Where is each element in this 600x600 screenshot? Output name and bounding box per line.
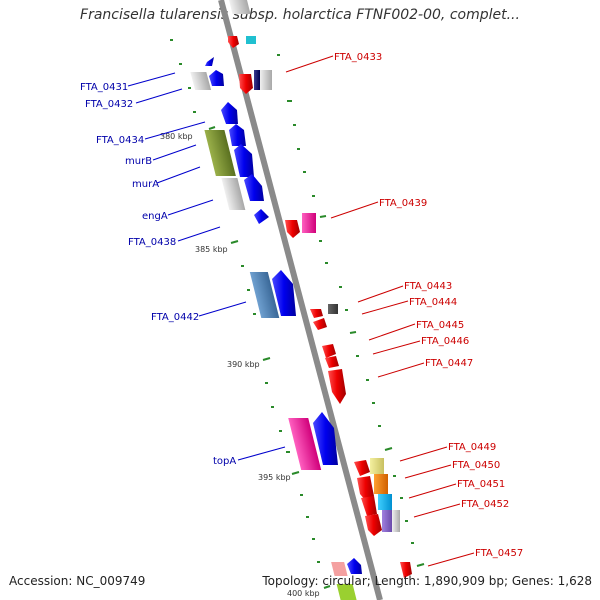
- gene-label[interactable]: FTA_0431: [80, 82, 128, 93]
- gene-feature[interactable]: [272, 270, 296, 316]
- kbp-label: 380 kbp: [160, 132, 193, 141]
- gene-feature[interactable]: [374, 474, 388, 494]
- gene-label[interactable]: FTA_0443: [404, 281, 452, 292]
- gene-feature[interactable]: [370, 458, 384, 474]
- gene-feature[interactable]: [322, 344, 336, 358]
- gene-label[interactable]: murA: [132, 179, 159, 190]
- gene-feature[interactable]: [190, 72, 212, 90]
- chromosome-backbone: [218, 0, 383, 600]
- gene-feature[interactable]: [325, 356, 339, 368]
- gene-feature[interactable]: [221, 178, 246, 210]
- gene-label[interactable]: FTA_0452: [461, 499, 509, 510]
- gene-feature[interactable]: [313, 412, 338, 465]
- gene-label[interactable]: FTA_0444: [409, 297, 457, 308]
- gene-label[interactable]: FTA_0433: [334, 52, 382, 63]
- tick-ring-right: [277, 54, 425, 567]
- gene-feature[interactable]: [229, 124, 246, 146]
- gene-feature[interactable]: [328, 369, 346, 404]
- gene-feature[interactable]: [378, 494, 392, 510]
- reverse-gene-leaders: [285, 55, 475, 567]
- gene-label[interactable]: FTA_0446: [421, 336, 469, 347]
- gene-feature[interactable]: [221, 102, 238, 124]
- gene-label[interactable]: FTA_0438: [128, 237, 176, 248]
- gene-feature[interactable]: [354, 460, 370, 476]
- map-title: Francisella tularensis subsp. holarctica…: [80, 7, 520, 23]
- reverse-strand-track: [228, 36, 412, 578]
- gene-label[interactable]: FTA_0447: [425, 358, 473, 369]
- gene-label[interactable]: murB: [125, 156, 152, 167]
- gene-label[interactable]: FTA_0451: [457, 479, 505, 490]
- gene-label[interactable]: FTA_0450: [452, 460, 500, 471]
- gene-feature[interactable]: [209, 70, 224, 86]
- kbp-label: 390 kbp: [227, 360, 260, 369]
- gene-label[interactable]: topA: [213, 456, 236, 467]
- accession-text: Accession: NC_009749: [9, 574, 146, 588]
- gene-label[interactable]: FTA_0439: [379, 198, 427, 209]
- kbp-label: 400 kbp: [287, 589, 320, 598]
- gene-feature[interactable]: [244, 174, 264, 201]
- gene-feature[interactable]: [357, 476, 374, 500]
- forward-gene-label-text: FTA_0431 FTA_0432 FTA_0434 murB murA eng…: [80, 82, 236, 467]
- gene-feature[interactable]: [285, 220, 300, 238]
- kbp-label: 385 kbp: [195, 245, 228, 254]
- gene-feature[interactable]: [249, 272, 280, 318]
- gene-label[interactable]: FTA_0449: [448, 442, 496, 453]
- gene-feature[interactable]: [302, 213, 316, 233]
- kbp-label: 395 kbp: [258, 473, 291, 482]
- gene-feature[interactable]: [400, 562, 412, 578]
- gene-label[interactable]: FTA_0432: [85, 99, 133, 110]
- gene-label[interactable]: FTA_0442: [151, 312, 199, 323]
- tick-ring-left: [170, 39, 331, 589]
- gene-feature[interactable]: [347, 558, 362, 574]
- forward-strand-track: [190, 0, 362, 600]
- gene-label[interactable]: engA: [142, 211, 168, 222]
- gene-feature[interactable]: [246, 36, 256, 44]
- reverse-gene-label-text: FTA_0433 FTA_0439 FTA_0443 FTA_0444 FTA_…: [334, 52, 523, 559]
- gene-feature[interactable]: [361, 496, 377, 516]
- gene-feature[interactable]: [336, 584, 357, 600]
- topology-text: Topology: circular; Length: 1,890,909 bp…: [262, 574, 592, 588]
- gene-feature[interactable]: [229, 0, 251, 14]
- gene-feature[interactable]: [392, 510, 400, 532]
- gene-feature[interactable]: [239, 74, 253, 94]
- gene-feature[interactable]: [365, 514, 382, 536]
- gene-feature[interactable]: [288, 418, 322, 470]
- gene-feature[interactable]: [328, 304, 338, 314]
- gene-label[interactable]: FTA_0434: [96, 135, 144, 146]
- gene-feature[interactable]: [254, 70, 260, 90]
- gene-label[interactable]: FTA_0457: [475, 548, 523, 559]
- gene-feature[interactable]: [234, 144, 254, 177]
- gene-label[interactable]: FTA_0445: [416, 320, 464, 331]
- gene-feature[interactable]: [331, 562, 348, 576]
- gene-feature[interactable]: [310, 309, 323, 318]
- gene-feature[interactable]: [254, 209, 269, 224]
- gene-feature[interactable]: [260, 70, 272, 90]
- gene-feature[interactable]: [313, 318, 327, 330]
- kbp-scale: 380 kbp 385 kbp 390 kbp 395 kbp 400 kbp: [160, 132, 320, 598]
- gene-feature[interactable]: [382, 510, 394, 532]
- forward-gene-labels: [127, 72, 286, 461]
- gene-feature[interactable]: [205, 57, 214, 66]
- gene-feature[interactable]: [204, 130, 236, 176]
- gene-feature[interactable]: [228, 36, 239, 48]
